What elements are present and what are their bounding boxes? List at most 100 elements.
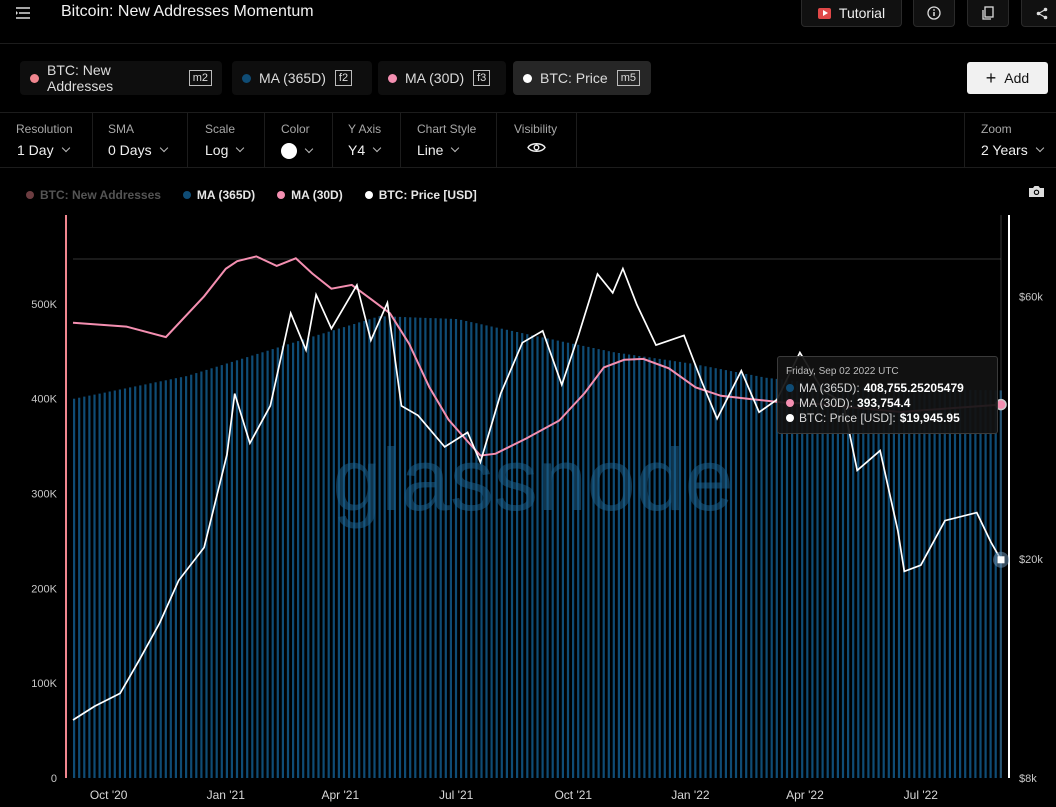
ma-365d-bar — [587, 346, 590, 778]
tooltip-value: 408,755.25205479 — [863, 380, 964, 395]
legend-label: BTC: Price [USD] — [378, 188, 477, 202]
ma-365d-bar — [393, 316, 396, 778]
legend-item-ma-365d[interactable]: MA (365D) — [182, 188, 255, 202]
chevron-down-icon — [236, 143, 245, 153]
x-tick-label: Jul '21 — [439, 788, 474, 802]
metric-chip-new-addresses[interactable]: BTC: New Addresses m2 — [20, 61, 222, 95]
color-select[interactable] — [281, 143, 314, 159]
ma-365d-bar — [286, 344, 290, 778]
resolution-select[interactable]: 1 Day — [17, 142, 70, 158]
sma-control[interactable]: SMA 0 Days — [93, 113, 188, 168]
ma-365d-bar — [882, 387, 885, 778]
y-left-tick-label: 300K — [31, 489, 57, 501]
ma-365d-bar — [465, 321, 468, 778]
x-tick-label: Oct '21 — [554, 788, 592, 802]
ma-365d-bar — [470, 322, 473, 778]
chart-legend: BTC: New Addresses MA (365D) MA (30D) BT… — [26, 187, 499, 203]
ma-365d-bar — [750, 374, 753, 778]
ma-365d-bar — [368, 319, 371, 778]
ma-365d-bar — [78, 397, 81, 778]
metric-key: m5 — [616, 70, 640, 86]
ma-365d-bar — [923, 389, 926, 778]
color-control[interactable]: Color — [265, 113, 333, 168]
ma-365d-bar — [933, 389, 936, 778]
ma-365d-bar — [765, 377, 768, 778]
ma-365d-bar — [785, 380, 789, 778]
chevron-down-icon — [372, 143, 382, 153]
ma-365d-bar — [307, 338, 310, 778]
ma-365d-bar — [867, 387, 870, 778]
zoom-control[interactable]: Zoom 2 Years — [964, 113, 1056, 168]
chevron-down-icon — [159, 143, 168, 153]
metric-chip-btc-price[interactable]: BTC: Price m5 — [513, 61, 651, 95]
copy-button[interactable] — [967, 0, 1009, 27]
chart-style-select[interactable]: Line — [417, 142, 460, 158]
ma-365d-bar — [439, 318, 442, 778]
ma-365d-bar — [200, 371, 203, 778]
yaxis-select[interactable]: Y4 — [348, 142, 382, 158]
tutorial-button[interactable]: Tutorial — [801, 0, 902, 27]
ma-365d-bar — [302, 339, 305, 778]
ma-365d-bar — [847, 386, 850, 778]
visibility-toggle[interactable] — [527, 141, 546, 154]
ma-365d-bar — [689, 363, 692, 778]
sma-select[interactable]: 0 Days — [108, 142, 168, 158]
zoom-select[interactable]: 2 Years — [981, 142, 1044, 158]
visibility-control[interactable]: Visibility — [497, 113, 577, 168]
ma-365d-bar — [714, 368, 717, 778]
ma-365d-bar — [327, 331, 330, 778]
metric-chip-ma-365d[interactable]: MA (365D) f2 — [232, 61, 372, 95]
yaxis-control[interactable]: Y Axis Y4 — [333, 113, 401, 168]
ma-365d-bar — [398, 316, 402, 778]
ma-365d-bar — [668, 360, 671, 778]
add-button[interactable]: + Add — [967, 62, 1048, 94]
ma-365d-bar — [510, 330, 514, 778]
metric-chip-ma-30d[interactable]: MA (30D) f3 — [378, 61, 506, 95]
ma-365d-bar — [801, 381, 804, 778]
ma-365d-bar — [144, 384, 147, 778]
tutorial-label: Tutorial — [838, 5, 886, 21]
ma-365d-bar — [704, 366, 707, 778]
ma-365d-bar — [974, 390, 977, 778]
ma-365d-bar — [877, 387, 880, 778]
legend-item-btc-price[interactable]: BTC: Price [USD] — [364, 188, 477, 202]
tooltip-value: 393,754.4 — [857, 395, 911, 410]
ma-365d-bar — [658, 358, 661, 778]
legend-item-ma-30d[interactable]: MA (30D) — [277, 188, 343, 202]
camera-icon[interactable] — [1028, 185, 1045, 198]
tooltip-row: BTC: Price [USD]: $19,945.95 — [786, 410, 989, 425]
menu-icon[interactable] — [6, 0, 40, 26]
legend-dot — [26, 191, 34, 199]
resolution-control[interactable]: Resolution 1 Day — [0, 113, 93, 168]
ma-365d-bar — [123, 388, 127, 778]
share-button[interactable] — [1021, 0, 1056, 27]
ma-365d-bar — [297, 341, 300, 778]
ma-365d-bar — [195, 373, 198, 778]
metric-color-dot — [523, 73, 532, 83]
ma-365d-bar — [745, 374, 748, 778]
chart-tooltip: Friday, Sep 02 2022 UTC MA (365D): 408,75… — [777, 356, 998, 434]
chart-style-control[interactable]: Chart Style Line — [401, 113, 497, 168]
ma-365d-bar — [984, 390, 987, 778]
ma-365d-bar — [546, 338, 549, 778]
tooltip-dot — [786, 398, 794, 407]
tooltip-label: BTC: Price [USD]: — [799, 410, 896, 425]
scale-control[interactable]: Scale Log — [188, 113, 265, 168]
ma-365d-bar — [551, 339, 554, 778]
scale-value: Log — [205, 142, 229, 158]
ma-365d-bar — [561, 341, 564, 778]
x-tick-label: Jul '22 — [904, 788, 939, 802]
info-button[interactable] — [913, 0, 955, 27]
legend-item-new-addresses[interactable]: BTC: New Addresses — [26, 188, 161, 202]
scale-select[interactable]: Log — [205, 142, 245, 158]
legend-label: MA (30D) — [291, 188, 343, 202]
ma-365d-bar — [73, 398, 76, 778]
ma-365d-bar — [541, 337, 544, 778]
ma-365d-bar — [246, 357, 249, 778]
ma-365d-bar — [419, 317, 422, 778]
metric-key: f3 — [473, 70, 491, 86]
metric-key: f2 — [334, 70, 353, 86]
ma-365d-bar — [505, 329, 508, 778]
y-left-tick-label: 400K — [31, 394, 57, 406]
